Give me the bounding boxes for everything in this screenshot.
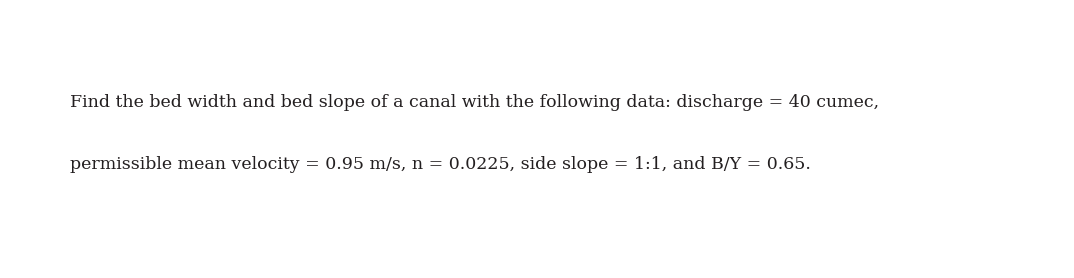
Text: permissible mean velocity = 0.95 m/s, n = 0.0225, side slope = 1:1, and B/Y = 0.: permissible mean velocity = 0.95 m/s, n … <box>70 156 811 173</box>
Text: Find the bed width and bed slope of a canal with the following data: discharge =: Find the bed width and bed slope of a ca… <box>70 94 879 111</box>
